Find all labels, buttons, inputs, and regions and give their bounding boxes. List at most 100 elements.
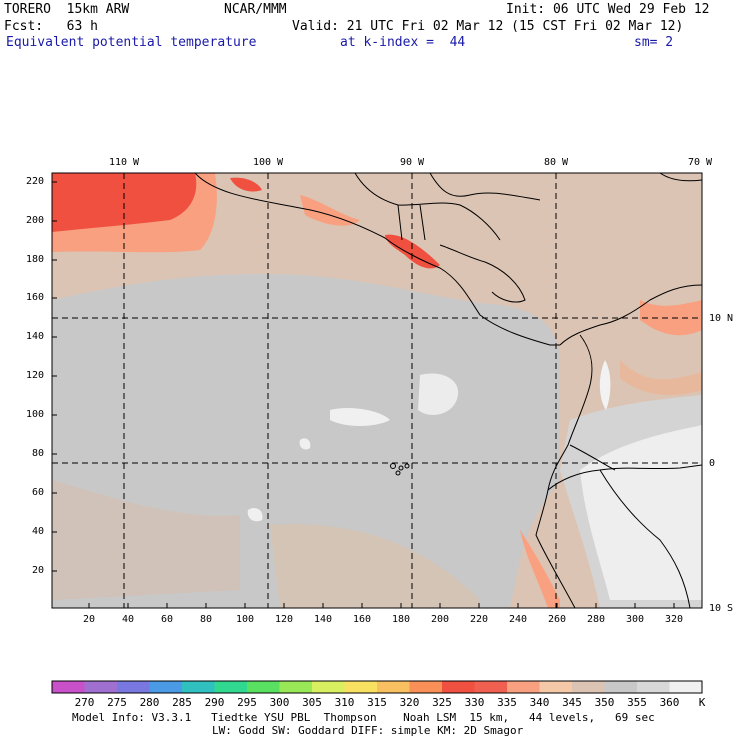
theta-e-field	[640, 300, 702, 336]
colorbar-label: 270	[74, 696, 95, 709]
x-tick: 40	[121, 614, 135, 625]
colorbar-swatch	[247, 681, 280, 693]
colorbar-unit: K	[698, 696, 706, 709]
frame-ticks	[52, 181, 675, 608]
y-tick: 160	[25, 292, 44, 303]
y-tick: 60	[31, 487, 44, 498]
colorbar-swatch	[409, 681, 443, 693]
center-name: NCAR/MMM	[224, 2, 287, 17]
x-tick: 200	[430, 614, 450, 625]
init-time: Init: 06 UTC Wed 29 Feb 12	[506, 2, 710, 17]
lon-label-100w: 100 W	[252, 157, 284, 168]
smoothing-label: sm= 2	[634, 35, 674, 50]
colorbar-swatch	[52, 681, 85, 693]
colorbar-swatch	[539, 681, 573, 693]
colorbar-swatch	[637, 681, 670, 693]
gridlines	[52, 173, 702, 608]
map-frame	[51, 172, 703, 609]
colorbar-label: 280	[139, 696, 160, 709]
theta-e-field	[270, 524, 480, 608]
lat-label-10s: 10 S	[709, 603, 734, 614]
x-tick: 180	[391, 614, 411, 625]
model-info-line2: LW: Godd SW: Goddard DIFF: simple KM: 2D…	[212, 724, 524, 737]
valid-time: Valid: 21 UTC Fri 02 Mar 12 (15 CST Fri …	[292, 19, 684, 34]
colorbar-swatch	[117, 681, 150, 693]
y-tick: 80	[31, 448, 44, 459]
colorbar-label: 275	[107, 696, 127, 709]
x-tick: 320	[664, 614, 684, 625]
colorbar-swatch	[669, 681, 703, 693]
colorbar-swatch	[604, 681, 638, 693]
colorbar-label: 350	[594, 696, 615, 709]
colorbar-label: 325	[432, 696, 452, 709]
x-tick: 20	[82, 614, 96, 625]
model-info-line1: Model Info: V3.3.1 Tiedtke YSU PBL Thomp…	[72, 711, 655, 724]
y-tick: 100	[25, 409, 44, 420]
theta-e-field	[299, 438, 311, 450]
lon-label-70w: 70 W	[687, 157, 713, 168]
theta-e-field	[330, 408, 390, 426]
theta-e-field	[385, 234, 440, 269]
colorbar-swatch	[572, 681, 605, 693]
colorbar	[51, 680, 703, 694]
theta-e-field	[599, 360, 611, 410]
x-tick: 120	[274, 614, 294, 625]
lat-label-10n: 10 N	[709, 313, 734, 324]
lon-label-90w: 90 W	[399, 157, 425, 168]
colorbar-swatch	[474, 681, 508, 693]
theta-e-field	[52, 173, 197, 232]
colorbar-label: 300	[269, 696, 290, 709]
theta-e-field	[230, 177, 262, 192]
lon-label-80w: 80 W	[543, 157, 569, 168]
colorbar-swatch	[149, 681, 183, 693]
x-tick: 140	[313, 614, 333, 625]
theta-e-field	[418, 373, 459, 415]
colorbar-swatch	[214, 681, 248, 693]
lon-label-110w: 110 W	[108, 157, 140, 168]
y-tick: 140	[25, 331, 44, 342]
x-tick: 220	[469, 614, 489, 625]
y-tick: 200	[25, 215, 44, 226]
colorbar-swatch	[344, 681, 378, 693]
colorbar-label: 305	[302, 696, 322, 709]
colorbar-swatch	[377, 681, 410, 693]
colorbar-label: 360	[659, 696, 680, 709]
theta-e-field	[300, 195, 360, 226]
x-tick: 100	[235, 614, 255, 625]
colorbar-label: 295	[237, 696, 257, 709]
y-tick: 120	[25, 370, 44, 381]
x-tick: 240	[508, 614, 528, 625]
x-tick: 260	[547, 614, 567, 625]
forecast-hour: Fcst: 63 h	[4, 19, 98, 34]
theta-e-field	[620, 360, 702, 396]
colorbar-label: 335	[497, 696, 517, 709]
model-name: TORERO 15km ARW	[4, 2, 130, 17]
colorbar-label: 320	[399, 696, 420, 709]
y-tick: 220	[25, 176, 44, 187]
x-tick: 60	[160, 614, 174, 625]
colorbar-swatch	[442, 681, 475, 693]
x-tick: 80	[199, 614, 213, 625]
x-tick: 300	[625, 614, 645, 625]
lat-label-equator: 0	[709, 458, 716, 469]
colorbar-swatch	[182, 681, 215, 693]
y-tick: 40	[31, 526, 44, 537]
theta-e-field	[247, 508, 263, 522]
colorbar-label: 310	[334, 696, 355, 709]
y-tick: 20	[31, 565, 44, 576]
colorbar-swatch	[279, 681, 313, 693]
colorbar-label: 315	[367, 696, 387, 709]
colorbar-frame	[51, 680, 703, 694]
colorbar-swatch	[312, 681, 345, 693]
level-label: at k-index = 44	[340, 35, 466, 50]
colorbar-label: 355	[627, 696, 647, 709]
colorbar-label: 340	[529, 696, 550, 709]
colorbar-label: 345	[562, 696, 582, 709]
field-title: Equivalent potential temperature	[6, 35, 257, 50]
colorbar-swatch	[507, 681, 540, 693]
colorbar-swatch	[84, 681, 118, 693]
theta-e-field	[520, 530, 560, 608]
colorbar-label: 285	[172, 696, 192, 709]
colorbar-label: 330	[464, 696, 485, 709]
